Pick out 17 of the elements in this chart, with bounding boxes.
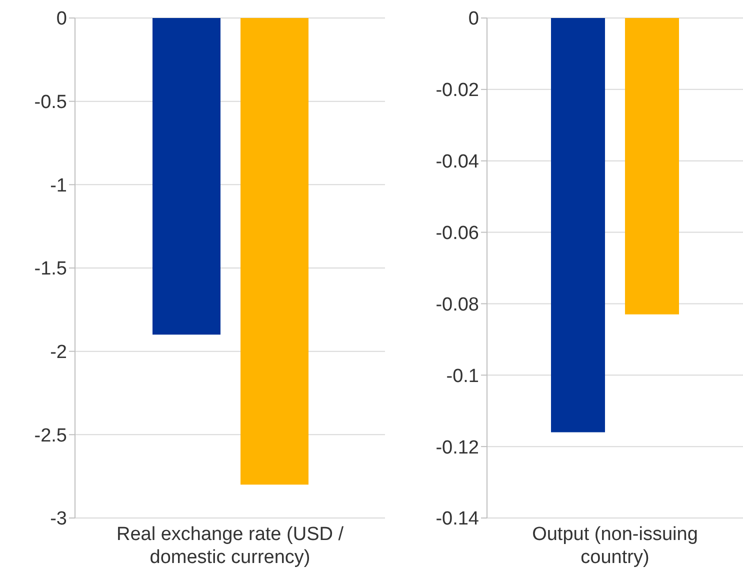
- x-tick-label: Real exchange rate (USD / domestic currency): [116, 524, 344, 568]
- y-tick-label: -3: [50, 508, 67, 530]
- y-tick-label: -0.12: [436, 437, 479, 458]
- y-tick-label: -0.14: [436, 508, 480, 530]
- y-tick-label: 0: [468, 8, 479, 30]
- y-tick-label: -2: [50, 342, 67, 364]
- y-tick-label: -0.04: [436, 152, 480, 173]
- y-tick-label: -0.02: [436, 80, 479, 102]
- y-tick-label: 0: [56, 8, 67, 30]
- y-tick-label: -0.06: [436, 223, 479, 244]
- y-tick-label: -1.5: [34, 258, 67, 280]
- x-tick-label: Output (non-issuing country): [532, 524, 698, 568]
- y-tick-label: -0.08: [436, 294, 479, 316]
- y-tick-label: -0.5: [34, 92, 67, 114]
- y-tick-label: -1: [50, 175, 67, 196]
- y-tick-label: -0.1: [446, 366, 479, 387]
- y-tick-label: -2.5: [34, 425, 67, 446]
